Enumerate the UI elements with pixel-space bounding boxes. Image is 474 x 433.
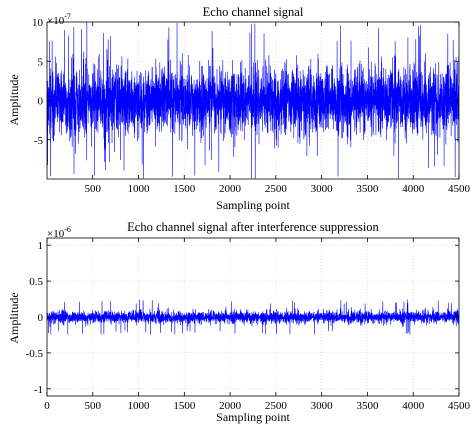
y-tick-label: 10 <box>32 17 44 29</box>
x-tick-label: 1000 <box>128 400 151 412</box>
y-axis-label: Amplitude <box>7 74 21 125</box>
chart-title: Echo channel signal after interference s… <box>127 220 379 234</box>
x-axis-label: Sampling point <box>216 410 290 424</box>
y-tick-label: 1 <box>38 240 44 252</box>
x-tick-label: 2000 <box>219 400 242 412</box>
plot-frame <box>46 21 460 180</box>
plot-frame <box>46 237 460 397</box>
x-tick-label: 2500 <box>265 400 288 412</box>
chart-suppressed-signal: Echo channel signal after interference s… <box>7 220 471 424</box>
x-tick-label: 4500 <box>448 400 471 412</box>
x-tick-label: 1500 <box>173 400 196 412</box>
y-tick-label: -0.5 <box>26 348 44 360</box>
x-tick-label: 1000 <box>127 183 150 195</box>
y-tick-label: 0.5 <box>29 276 43 288</box>
y-tick-label: -1 <box>34 384 43 396</box>
x-tick-label: 3500 <box>356 400 379 412</box>
y-exponent-label: ×10-7 <box>47 12 71 27</box>
y-tick-label: 0 <box>38 312 44 324</box>
x-axis-label: Sampling point <box>216 198 290 212</box>
x-tick-label: 3000 <box>311 183 334 195</box>
x-tick-label: 3000 <box>311 400 334 412</box>
x-tick-label: 4500 <box>448 183 471 195</box>
x-tick-label: 3500 <box>356 183 379 195</box>
y-exponent-label: ×10-6 <box>47 225 71 240</box>
x-tick-label: 2500 <box>265 183 288 195</box>
x-tick-label: 4000 <box>402 400 425 412</box>
y-tick-label: -5 <box>34 135 44 147</box>
y-tick-label: 5 <box>38 56 44 68</box>
chart-echo-signal: Echo channel signal ×10-7 Amplitude Samp… <box>7 5 471 212</box>
x-tick-label: 2000 <box>219 183 242 195</box>
y-axis-label: Amplitude <box>7 292 21 343</box>
x-tick-label: 0 <box>44 400 50 412</box>
signal-trace <box>46 22 460 179</box>
signal-trace <box>46 299 460 335</box>
x-tick-label: 1500 <box>173 183 196 195</box>
x-tick-label: 500 <box>85 400 102 412</box>
x-tick-label: 500 <box>84 183 101 195</box>
chart-title: Echo channel signal <box>203 5 304 19</box>
x-tick-label: 4000 <box>402 183 425 195</box>
y-tick-label: 0 <box>38 96 44 108</box>
